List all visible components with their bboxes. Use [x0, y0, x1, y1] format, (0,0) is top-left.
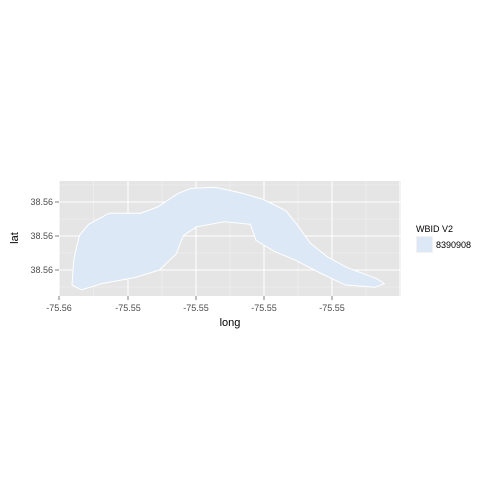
x-tick-label: -75.55 [319, 303, 345, 313]
y-tick-label: 38.56 [30, 265, 53, 275]
y-tick-label: 38.56 [30, 231, 53, 241]
legend: WBID V2 8390908 [416, 224, 471, 253]
x-axis: -75.56 -75.55 -75.55 -75.55 -75.55 [46, 296, 345, 313]
x-tick-label: -75.55 [251, 303, 277, 313]
polygon-layer [71, 186, 386, 291]
waterbody-polygon [71, 186, 386, 291]
legend-title: WBID V2 [416, 224, 453, 234]
x-tick-label: -75.55 [183, 303, 209, 313]
legend-entry-label: 8390908 [436, 240, 471, 250]
x-axis-title: long [220, 317, 241, 329]
y-tick-label: 38.56 [30, 197, 53, 207]
x-tick-label: -75.56 [46, 303, 72, 313]
legend-swatch [417, 237, 432, 252]
y-axis-title: lat [9, 232, 21, 244]
x-tick-label: -75.55 [115, 303, 141, 313]
y-axis: 38.56 38.56 38.56 [30, 197, 59, 275]
